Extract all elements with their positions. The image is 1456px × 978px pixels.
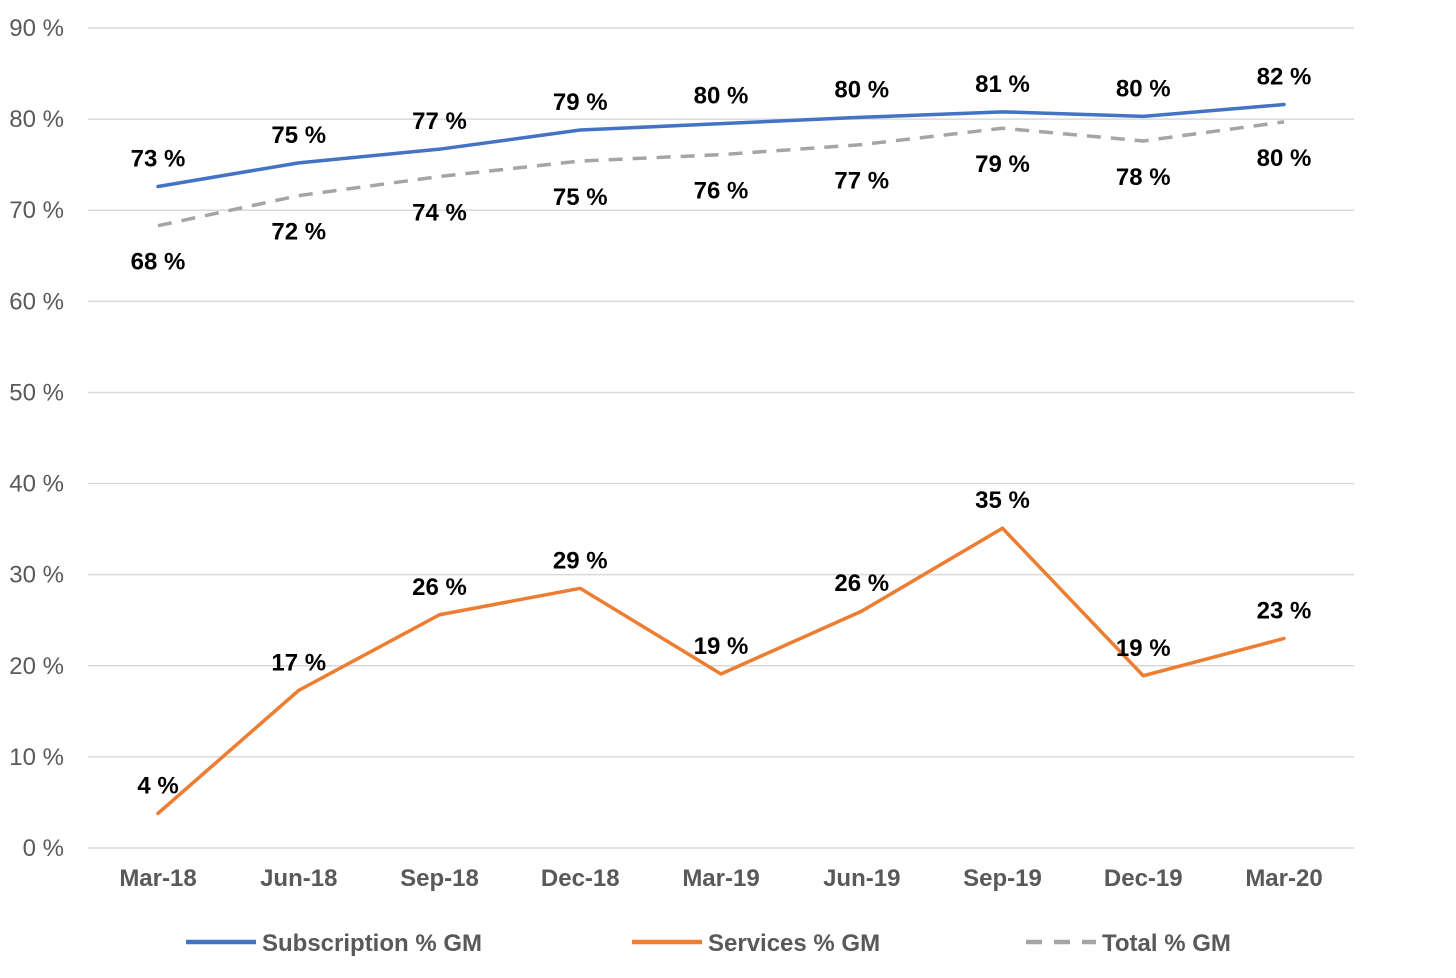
data-label: 81 % — [975, 71, 1030, 98]
data-label: 80 % — [1116, 75, 1171, 102]
x-tick-label: Sep-19 — [963, 865, 1042, 892]
x-axis: Mar-18 Jun-18 Sep-18 Dec-18 Mar-19 Jun-19 Sep-… — [119, 865, 1322, 892]
y-tick-label: 40 % — [9, 471, 64, 498]
data-label: 79 % — [975, 151, 1030, 178]
x-tick-label: Jun-19 — [823, 865, 900, 892]
data-label: 17 % — [271, 649, 326, 676]
legend-label: Services % GM — [708, 930, 880, 957]
data-label: 23 % — [1257, 597, 1312, 624]
legend-label: Total % GM — [1102, 930, 1231, 957]
data-label: 80 % — [1257, 145, 1312, 172]
x-tick-label: Dec-19 — [1104, 865, 1183, 892]
data-label: 26 % — [834, 570, 889, 597]
data-label: 82 % — [1257, 64, 1312, 91]
data-label: 75 % — [271, 122, 326, 149]
x-tick-label: Mar-18 — [119, 865, 196, 892]
y-tick-label: 10 % — [9, 744, 64, 771]
data-label: 80 % — [834, 76, 889, 103]
data-label: 77 % — [412, 108, 467, 135]
x-tick-label: Mar-20 — [1245, 865, 1322, 892]
data-label: 4 % — [137, 772, 178, 799]
legend-label: Subscription % GM — [262, 930, 482, 957]
y-tick-label: 30 % — [9, 562, 64, 589]
y-tick-label: 80 % — [9, 106, 64, 133]
x-tick-label: Mar-19 — [682, 865, 759, 892]
x-tick-label: Sep-18 — [400, 865, 479, 892]
y-tick-label: 70 % — [9, 197, 64, 224]
data-label: 76 % — [694, 178, 749, 205]
data-label: 79 % — [553, 89, 608, 116]
y-tick-label: 50 % — [9, 379, 64, 406]
data-label: 29 % — [553, 547, 608, 574]
x-tick-label: Jun-18 — [260, 865, 337, 892]
y-tick-label: 20 % — [9, 653, 64, 680]
data-label: 26 % — [412, 574, 467, 601]
y-tick-label: 60 % — [9, 288, 64, 315]
data-label: 35 % — [975, 487, 1030, 514]
data-label: 68 % — [131, 249, 186, 276]
series-lines — [156, 102, 1286, 816]
data-label: 19 % — [1116, 635, 1171, 662]
data-label: 72 % — [271, 219, 326, 246]
data-label: 78 % — [1116, 164, 1171, 191]
y-axis: 0 % 10 % 20 % 30 % 40 % 50 % 60 % 70 % 80 % 90 % — [9, 15, 64, 862]
data-label: 73 % — [131, 146, 186, 173]
y-tick-label: 90 % — [9, 15, 64, 42]
gridlines — [88, 27, 1354, 849]
series-line — [156, 526, 1286, 816]
legend: Subscription % GM Services % GM Total % GM — [186, 930, 1231, 957]
data-label: 74 % — [412, 200, 467, 227]
data-label: 77 % — [834, 168, 889, 195]
series-line — [156, 102, 1286, 189]
data-labels: 73 % 75 % 77 % 79 % 80 % 80 % 81 % 80 % 82 % 4 % 1… — [131, 64, 1312, 800]
y-tick-label: 0 % — [23, 835, 64, 862]
x-tick-label: Dec-18 — [541, 865, 620, 892]
data-label: 80 % — [694, 83, 749, 110]
data-label: 75 % — [553, 184, 608, 211]
series-line — [157, 120, 1285, 228]
data-label: 19 % — [694, 633, 749, 660]
